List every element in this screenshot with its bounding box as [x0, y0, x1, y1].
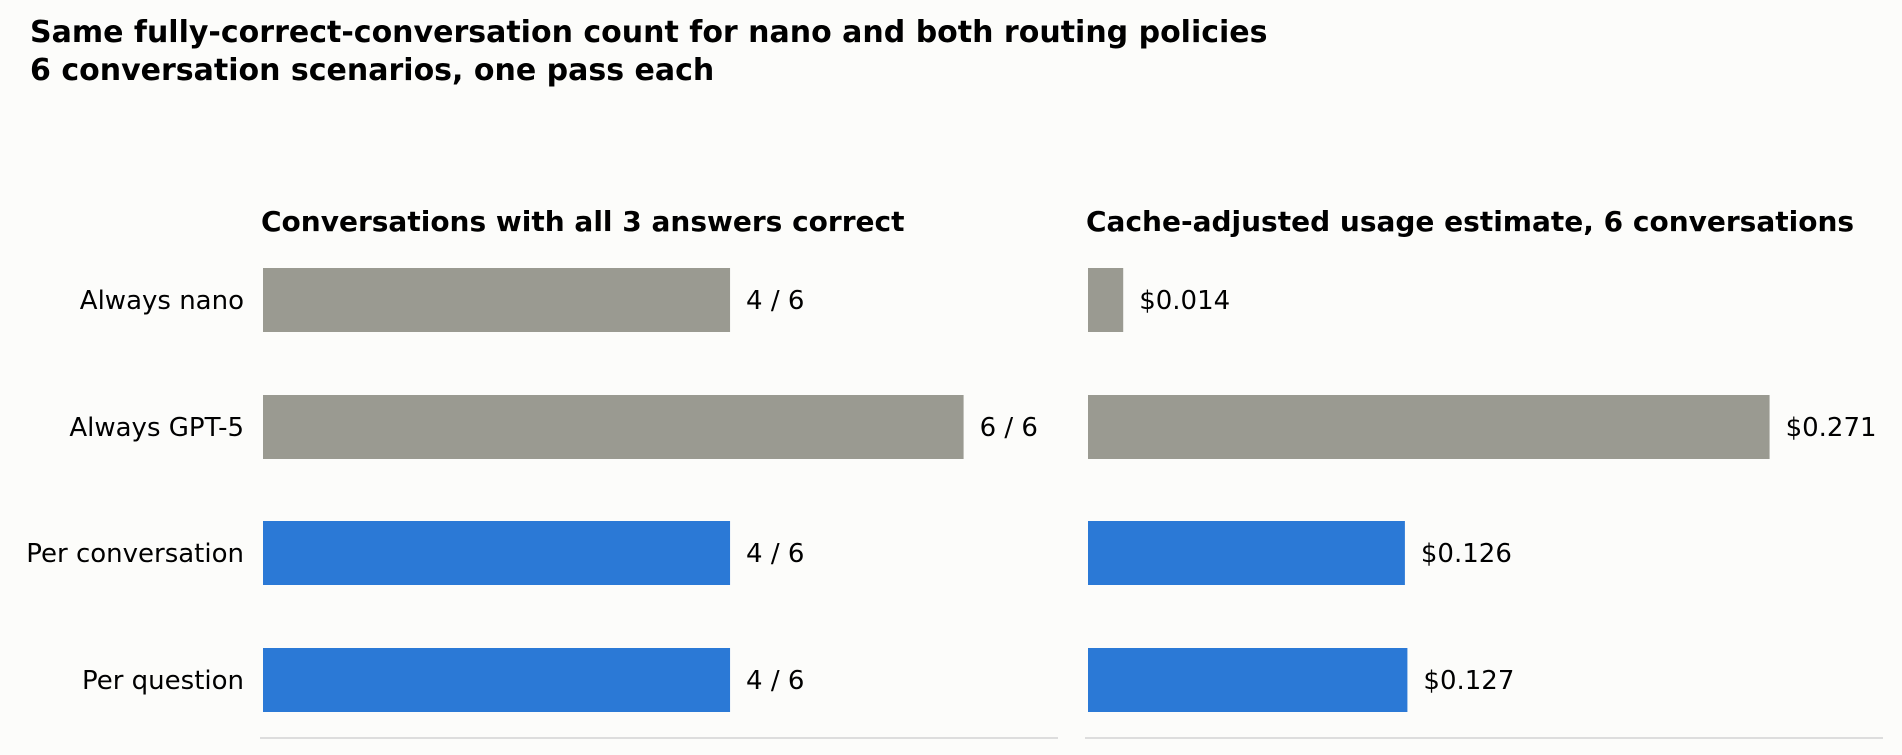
category-label: Always GPT-5 [69, 413, 244, 443]
category-label: Always nano [80, 286, 244, 316]
panel-1-value-label: 4 / 6 [746, 286, 804, 316]
panel-2-value-label: $0.014 [1139, 286, 1230, 316]
category-label: Per conversation [26, 539, 244, 569]
panel-2-bar [1088, 648, 1408, 712]
panel-1-value-label: 6 / 6 [980, 413, 1038, 443]
panel-2-value-label: $0.126 [1421, 539, 1512, 569]
panel-1-bar [263, 395, 964, 459]
figure-title: Same fully-correct-conversation count fo… [30, 15, 1268, 50]
panel-2-title: Cache-adjusted usage estimate, 6 convers… [1086, 205, 1854, 238]
panel-2-value-label: $0.127 [1423, 666, 1514, 696]
panel-1-bar [263, 521, 731, 585]
category-label: Per question [82, 666, 244, 696]
panel-1-bar [263, 268, 731, 332]
panel-1-value-label: 4 / 6 [746, 666, 804, 696]
panel-2-value-label: $0.271 [1786, 413, 1877, 443]
panel-2-bar [1088, 268, 1124, 332]
panel-2-bar [1088, 521, 1405, 585]
panel-1-bar [263, 648, 731, 712]
panel-1-value-label: 4 / 6 [746, 539, 804, 569]
panel-2-bar [1088, 395, 1770, 459]
figure-subtitle: 6 conversation scenarios, one pass each [30, 53, 714, 88]
panel-1-title: Conversations with all 3 answers correct [261, 205, 905, 238]
